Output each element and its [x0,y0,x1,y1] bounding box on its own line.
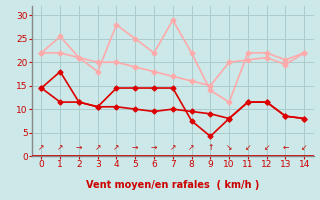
Text: ↘: ↘ [226,143,232,152]
Text: ↗: ↗ [113,143,120,152]
Text: ↗: ↗ [170,143,176,152]
Text: ↑: ↑ [207,143,213,152]
Text: →: → [76,143,82,152]
Text: →: → [151,143,157,152]
Text: →: → [132,143,139,152]
Text: ↗: ↗ [188,143,195,152]
Text: ↗: ↗ [38,143,44,152]
Text: ↗: ↗ [57,143,63,152]
Text: ↙: ↙ [263,143,270,152]
Text: ↙: ↙ [301,143,308,152]
Text: ↙: ↙ [245,143,251,152]
X-axis label: Vent moyen/en rafales  ( km/h ): Vent moyen/en rafales ( km/h ) [86,180,260,190]
Text: ↗: ↗ [94,143,101,152]
Text: ←: ← [282,143,289,152]
